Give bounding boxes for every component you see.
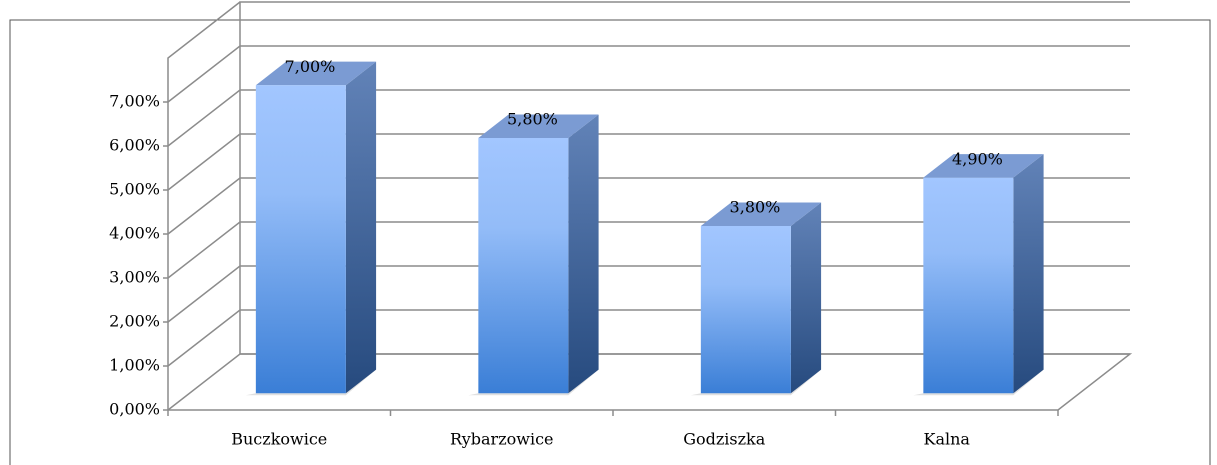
chart-border — [9, 19, 1211, 465]
bar-side — [345, 61, 377, 394]
bar-top — [478, 114, 599, 138]
bar-top — [700, 202, 822, 226]
grid-line — [167, 89, 1130, 147]
y-tick-label: 6,00% — [109, 136, 160, 155]
data-label: 5,80% — [507, 110, 558, 129]
bar-front — [255, 85, 346, 394]
grid-line — [167, 177, 1130, 235]
y-tick-label: 7,00% — [109, 92, 160, 111]
bar-side — [790, 202, 822, 394]
bar-top — [923, 154, 1044, 178]
grid-line — [167, 45, 1130, 103]
bar — [468, 114, 599, 396]
x-tick-label: Godziszka — [683, 430, 766, 449]
data-label: 4,90% — [952, 149, 1003, 168]
y-tick-label: 4,00% — [109, 224, 160, 243]
grid-line — [167, 309, 1130, 367]
y-tick-label: 2,00% — [109, 312, 160, 331]
y-tick-label: 3,00% — [109, 268, 160, 287]
bar-top — [255, 61, 377, 86]
grid-line — [167, 133, 1130, 191]
data-label: 7,00% — [285, 57, 336, 76]
grid-line — [167, 353, 1130, 411]
bar — [913, 154, 1044, 396]
bar-side — [1013, 154, 1044, 394]
bar — [690, 202, 822, 396]
bar-side — [568, 114, 599, 394]
back-wall-frame — [167, 1, 1130, 410]
y-tick-label: 0,00% — [109, 400, 160, 419]
y-tick-label: 5,00% — [109, 180, 160, 199]
x-tick-label: Kalna — [924, 430, 971, 449]
grid-line — [167, 265, 1130, 323]
x-tick-label: Rybarzowice — [450, 430, 554, 449]
y-tick-label: 1,00% — [109, 356, 160, 375]
bar-front — [923, 177, 1014, 394]
x-tick-label: Buczkowice — [231, 430, 327, 449]
bar-front — [700, 226, 791, 394]
bar — [245, 61, 377, 396]
bar-front — [478, 138, 569, 394]
data-label: 3,80% — [730, 198, 781, 217]
grid-line — [167, 221, 1130, 279]
